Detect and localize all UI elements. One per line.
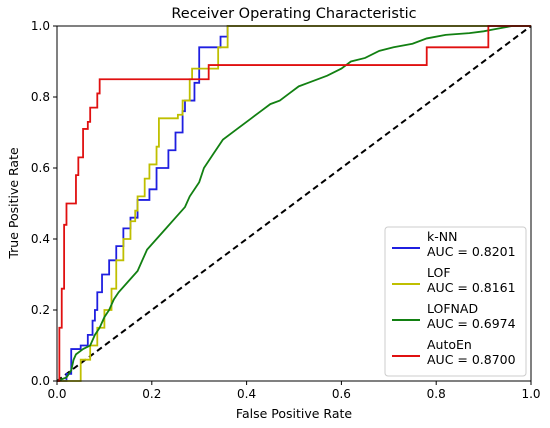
y-tick-label: 0.8 bbox=[31, 90, 50, 104]
chance-diagonal-line bbox=[56, 25, 532, 382]
legend-auc-lofnad: AUC = 0.6974 bbox=[427, 316, 516, 331]
y-tick-label: 0.4 bbox=[31, 232, 50, 246]
y-axis: 0.0 0.2 0.4 0.6 0.8 1.0 bbox=[31, 19, 57, 388]
legend-label-k-nn: k-NN bbox=[427, 229, 457, 244]
series-line-lofnad bbox=[56, 25, 531, 382]
plot-frame bbox=[56, 25, 532, 382]
y-tick-label: 0.0 bbox=[31, 374, 50, 388]
x-axis-label: False Positive Rate bbox=[236, 406, 352, 421]
x-tick-label: 0.0 bbox=[47, 387, 66, 401]
y-tick-label: 0.2 bbox=[31, 303, 50, 317]
x-tick-label: 0.8 bbox=[427, 387, 446, 401]
x-axis: 0.0 0.2 0.4 0.6 0.8 1.0 bbox=[47, 381, 541, 401]
legend-auc-k-nn: AUC = 0.8201 bbox=[427, 244, 516, 259]
chart-title: Receiver Operating Characteristic bbox=[171, 6, 416, 22]
legend-box bbox=[384, 226, 527, 377]
legend-label-lofnad: LOFNAD bbox=[427, 301, 478, 316]
y-tick-label: 1.0 bbox=[31, 19, 50, 33]
x-tick-label: 0.4 bbox=[237, 387, 256, 401]
x-tick-label: 0.2 bbox=[142, 387, 161, 401]
y-axis-label: True Positive Rate bbox=[6, 147, 21, 260]
legend-auc-lof: AUC = 0.8161 bbox=[427, 280, 516, 295]
x-tick-label: 1.0 bbox=[521, 387, 540, 401]
legend-auc-autoen: AUC = 0.8700 bbox=[427, 352, 516, 367]
legend-label-autoen: AutoEn bbox=[427, 337, 472, 352]
series-line-autoen bbox=[57, 25, 531, 382]
legend-label-lof: LOF bbox=[427, 265, 451, 280]
x-tick-label: 0.6 bbox=[332, 387, 351, 401]
plot-area bbox=[56, 25, 532, 382]
y-tick-label: 0.6 bbox=[31, 161, 50, 175]
